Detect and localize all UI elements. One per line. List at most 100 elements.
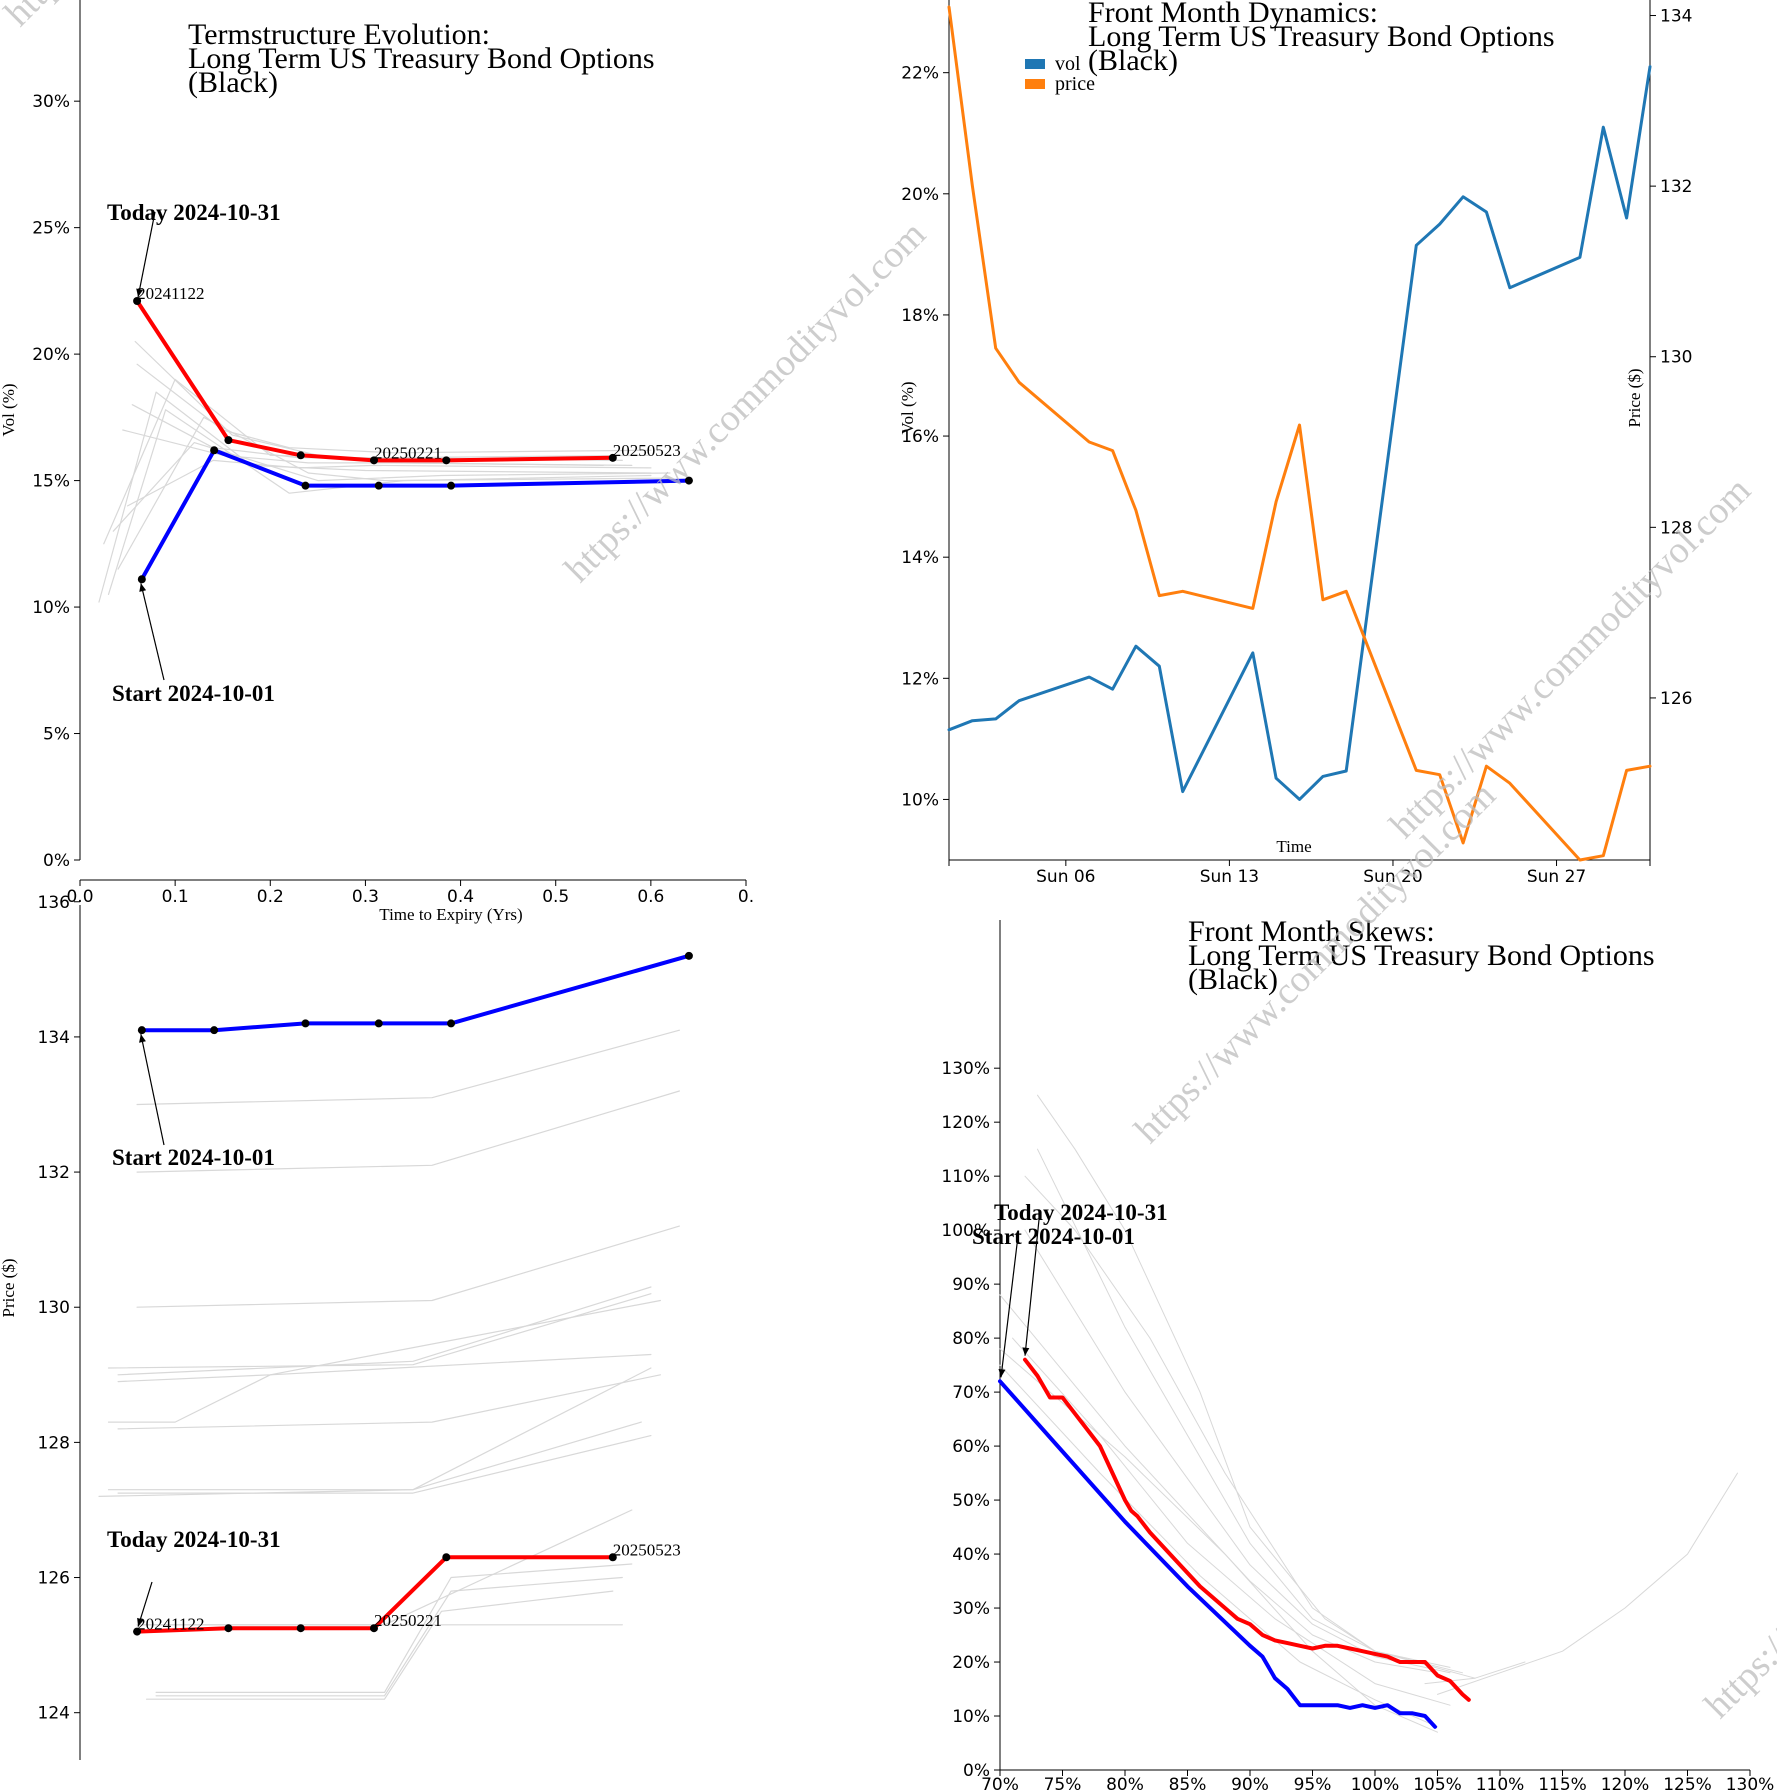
price-y-tick-label: 126 bbox=[38, 1569, 70, 1589]
skew-title-line-3: (Black) bbox=[1188, 963, 1278, 996]
term-start-point bbox=[684, 476, 693, 485]
skew-y-tick-label: 0% bbox=[963, 1761, 990, 1781]
skew-title-line-1: Front Month Skews: bbox=[1188, 915, 1435, 948]
dyn-y-right-tick-label: 130 bbox=[1660, 348, 1692, 368]
legend-label-vol: vol bbox=[1055, 53, 1081, 75]
price-history-line bbox=[117, 1434, 652, 1494]
term-y-tick-label: 10% bbox=[32, 598, 70, 618]
price-y-tick-label: 124 bbox=[38, 1704, 70, 1724]
term-y-axis-label: Vol (%) bbox=[0, 383, 18, 436]
skew-x-tick-label: 100% bbox=[1351, 1775, 1400, 1792]
term-x-tick-label: 0.0 bbox=[66, 887, 93, 907]
price-history-line bbox=[136, 1225, 681, 1308]
price-y-axis-label: Price ($) bbox=[0, 1258, 18, 1317]
skew-x-tick-label: 120% bbox=[1601, 1775, 1650, 1792]
price-today-point bbox=[224, 1624, 233, 1633]
skew-history-line bbox=[1037, 1094, 1463, 1674]
dyn-y-right-tick-label: 132 bbox=[1660, 177, 1692, 197]
term-history-line bbox=[103, 378, 652, 545]
skew-y-tick-label: 100% bbox=[941, 1221, 990, 1241]
skew-history-line bbox=[999, 1294, 1438, 1674]
price-start-point bbox=[447, 1019, 456, 1028]
term-x-tick-label: 0.3 bbox=[352, 887, 379, 907]
term-point-label: 20241122 bbox=[137, 284, 204, 303]
price-today-point bbox=[369, 1624, 378, 1633]
price-history-line bbox=[117, 1299, 662, 1383]
term-start-point bbox=[137, 575, 146, 584]
term-point-label: 20250221 bbox=[374, 443, 442, 462]
dyn-y-axis-label: Vol (%) bbox=[898, 381, 917, 434]
price-annotation-today: Today 2024-10-31 bbox=[107, 1527, 281, 1552]
term-today-point bbox=[369, 456, 378, 465]
price-start-point bbox=[210, 1026, 219, 1035]
dyn-price-line bbox=[947, 5, 1652, 862]
term-y-tick-label: 20% bbox=[32, 345, 70, 365]
skew-annotation-start: Start 2024-10-01 bbox=[972, 1224, 1135, 1249]
dyn-y-right-tick-label: 128 bbox=[1660, 518, 1692, 538]
dyn-y-right-axis-label: Price ($) bbox=[1625, 368, 1644, 427]
term-y-tick-label: 5% bbox=[43, 725, 70, 745]
skew-x-tick-label: 75% bbox=[1044, 1775, 1082, 1792]
skew-y-tick-label: 20% bbox=[952, 1653, 990, 1673]
term-annotation-start-leader bbox=[140, 583, 165, 681]
dyn-x-tick-label: Sun 20 bbox=[1363, 867, 1422, 887]
price-point-label: 20250523 bbox=[613, 1540, 681, 1559]
skew-annotation-today-arrowhead bbox=[1022, 1347, 1030, 1356]
skew-x-tick-label: 110% bbox=[1476, 1775, 1525, 1792]
skew-annotation-start-leader bbox=[1000, 1235, 1019, 1378]
term-title-line-3: (Black) bbox=[188, 66, 278, 99]
skew-history-line bbox=[1024, 1175, 1476, 1679]
skew-history-line bbox=[999, 1348, 1438, 1733]
term-annotation-today: Today 2024-10-31 bbox=[107, 200, 281, 225]
skew-title-line-2: Long Term US Treasury Bond Options bbox=[1188, 939, 1655, 972]
price-annotation-start-arrowhead bbox=[139, 1034, 146, 1043]
dyn-y-tick-label: 10% bbox=[901, 790, 939, 810]
skew-y-tick-label: 90% bbox=[952, 1275, 990, 1295]
dyn-y-tick-label: 20% bbox=[901, 185, 939, 205]
price-termstructure-chart: Price ($) 124 126 128 130 132 134 136 20241122 2… bbox=[0, 893, 693, 1760]
skew-x-tick-label: 130% bbox=[1726, 1775, 1775, 1792]
price-today-point bbox=[608, 1553, 617, 1562]
term-title-line-2: Long Term US Treasury Bond Options bbox=[188, 42, 655, 75]
legend-label-price: price bbox=[1055, 73, 1095, 95]
dyn-title-line-1: Front Month Dynamics: bbox=[1088, 0, 1378, 29]
dyn-title-line-3: (Black) bbox=[1088, 44, 1178, 77]
price-start-line bbox=[139, 953, 691, 1033]
skew-annotation-today: Today 2024-10-31 bbox=[994, 1200, 1168, 1225]
term-history-line bbox=[107, 409, 652, 596]
price-point-label: 20250221 bbox=[374, 1611, 442, 1630]
price-start-point bbox=[684, 951, 693, 960]
price-history-line bbox=[155, 1563, 633, 1694]
term-start-point bbox=[374, 481, 383, 490]
term-x-tick-label: 0. bbox=[738, 887, 754, 907]
skew-history-line bbox=[1024, 1229, 1451, 1674]
skew-y-tick-label: 10% bbox=[952, 1707, 990, 1727]
term-start-point bbox=[210, 446, 219, 455]
term-x-tick-label: 0.2 bbox=[257, 887, 284, 907]
price-history-line bbox=[136, 1029, 681, 1106]
term-y-tick-label: 15% bbox=[32, 472, 70, 492]
dyn-y-right-tick-label: 126 bbox=[1660, 689, 1692, 709]
dyn-y-tick-label: 14% bbox=[901, 548, 939, 568]
price-start-point bbox=[301, 1019, 310, 1028]
term-history-line bbox=[136, 363, 652, 454]
dyn-title-line-2: Long Term US Treasury Bond Options bbox=[1088, 20, 1555, 53]
dyn-y-right-tick-label: 134 bbox=[1660, 7, 1692, 27]
price-y-tick-label: 132 bbox=[38, 1163, 70, 1183]
legend-swatch-price bbox=[1025, 79, 1045, 89]
price-history-line bbox=[155, 1576, 623, 1697]
skew-y-tick-label: 110% bbox=[941, 1167, 990, 1187]
term-x-tick-label: 0.5 bbox=[542, 887, 569, 907]
term-history-line bbox=[112, 442, 671, 532]
term-today-point bbox=[224, 436, 233, 445]
term-annotation-start-arrowhead bbox=[139, 583, 147, 592]
term-annotation-today-arrowhead bbox=[136, 288, 144, 297]
price-point-label: 20241122 bbox=[137, 1615, 204, 1634]
watermarks: https://www.commodityvol.com https://www… bbox=[0, 0, 1777, 1726]
term-point-label: 20250523 bbox=[613, 441, 681, 460]
price-today-point bbox=[296, 1624, 305, 1633]
dyn-vol-line bbox=[947, 65, 1652, 801]
dyn-y-tick-label: 22% bbox=[901, 64, 939, 84]
term-start-point bbox=[447, 481, 456, 490]
price-y-tick-label: 136 bbox=[38, 893, 70, 913]
